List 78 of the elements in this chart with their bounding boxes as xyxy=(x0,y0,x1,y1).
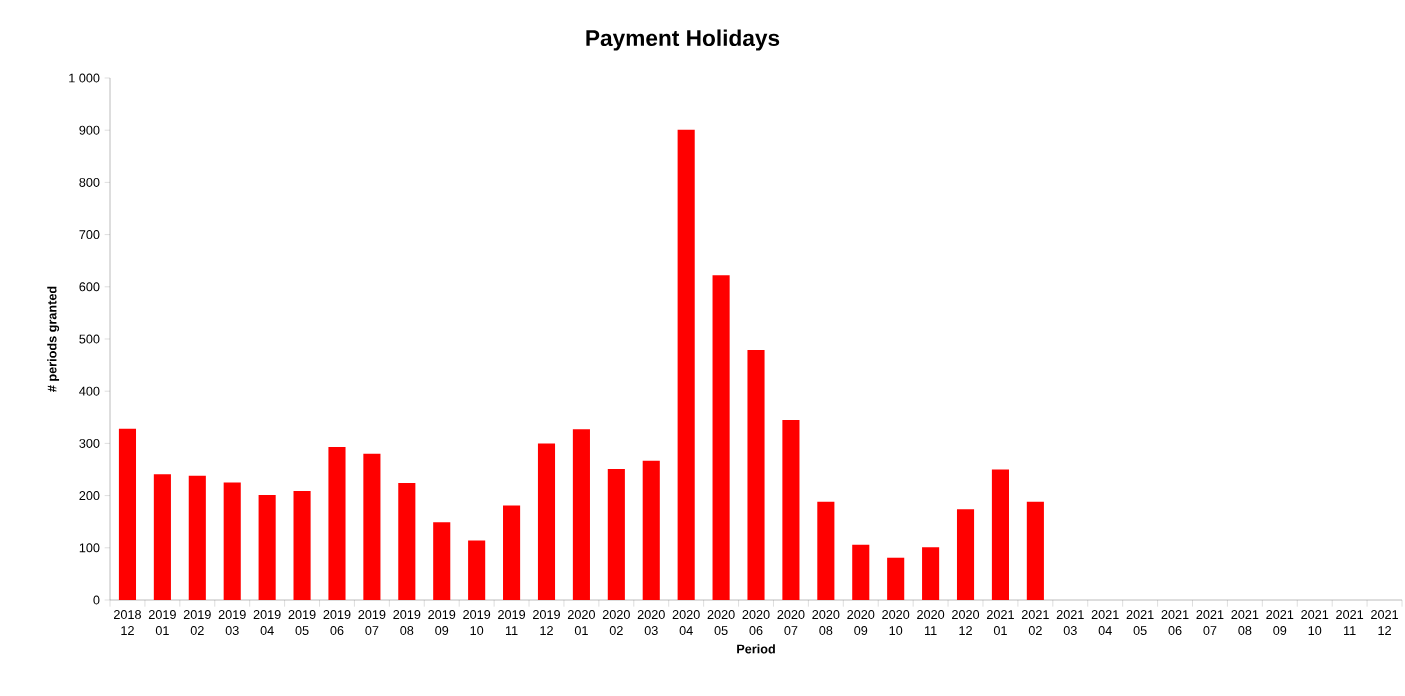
x-tick-label: 2019 02 xyxy=(183,610,211,636)
bar xyxy=(1026,501,1044,600)
chart-title: Payment Holidays xyxy=(586,29,780,51)
bar xyxy=(503,505,521,600)
bar xyxy=(328,447,346,600)
bar xyxy=(468,540,486,600)
x-tick-label: 2019 10 xyxy=(463,610,491,636)
x-tick-label: 2019 04 xyxy=(253,610,281,636)
x-tick-label: 2018 12 xyxy=(114,610,141,635)
bar xyxy=(887,557,905,600)
x-tick-label: 2020 08 xyxy=(812,610,840,636)
x-tick-label: 2019 12 xyxy=(533,610,560,635)
x-tick-label: 2021 04 xyxy=(1091,610,1119,636)
x-tick-label: 2021 05 xyxy=(1126,610,1154,636)
y-tick-label: 500 xyxy=(79,334,100,344)
bar xyxy=(433,522,451,600)
x-tick-label: 2020 04 xyxy=(672,610,700,636)
x-tick-label: 2021 03 xyxy=(1056,610,1084,636)
x-tick-label: 2021 09 xyxy=(1266,610,1294,636)
y-tick-label: 900 xyxy=(79,125,100,135)
x-tick-label: 2021 02 xyxy=(1021,610,1049,636)
bar xyxy=(188,475,206,600)
x-tick-label: 2020 12 xyxy=(952,610,980,635)
x-tick-label: 2021 01 xyxy=(986,610,1014,636)
bar xyxy=(223,482,241,600)
x-tick-label: 2021 10 xyxy=(1301,610,1329,636)
y-tick-label: 800 xyxy=(79,177,100,187)
y-tick-label: 0 xyxy=(93,595,100,605)
x-tick-label: 2020 11 xyxy=(917,610,945,635)
bar xyxy=(922,547,940,600)
y-tick-label: 600 xyxy=(79,282,100,292)
bar xyxy=(677,129,695,600)
x-tick-label: 2019 05 xyxy=(288,610,316,636)
x-tick-label: 2020 03 xyxy=(637,610,665,636)
y-tick-label: 400 xyxy=(79,386,100,396)
x-tick-label: 2021 11 xyxy=(1336,610,1364,635)
x-tick-label: 2021 06 xyxy=(1161,610,1189,636)
bar xyxy=(607,468,625,600)
x-tick-label: 2021 08 xyxy=(1231,610,1259,636)
bar xyxy=(153,474,171,600)
x-tick-label: 2020 02 xyxy=(602,610,630,636)
x-tick-label: 2019 03 xyxy=(218,610,246,636)
x-tick-label: 2019 07 xyxy=(358,610,386,636)
x-tick-label: 2019 09 xyxy=(428,610,456,636)
x-tick-label: 2019 08 xyxy=(393,610,421,636)
bar xyxy=(956,509,975,600)
bar xyxy=(817,501,835,600)
y-tick-label: 1 000 xyxy=(69,73,100,83)
x-tick-label: 2019 06 xyxy=(323,610,351,636)
bar xyxy=(572,429,590,600)
x-tick-label: 2021 12 xyxy=(1371,610,1399,635)
bar xyxy=(782,419,800,600)
bar xyxy=(991,469,1009,600)
y-tick-label: 100 xyxy=(79,543,100,553)
x-tick-label: 2019 01 xyxy=(148,610,176,636)
x-tick-label: 2020 05 xyxy=(707,610,735,636)
bar xyxy=(712,275,730,600)
y-tick-label: 300 xyxy=(79,438,100,448)
bar xyxy=(747,349,765,600)
bar xyxy=(852,544,870,600)
y-tick-label: 700 xyxy=(79,230,100,240)
bar xyxy=(642,460,660,600)
bar xyxy=(118,428,137,600)
x-axis-title: Period xyxy=(737,644,775,654)
x-tick-label: 2019 11 xyxy=(498,610,526,635)
bar xyxy=(398,483,416,600)
x-tick-label: 2020 10 xyxy=(882,610,910,636)
bar xyxy=(293,490,311,600)
x-tick-label: 2021 07 xyxy=(1196,610,1224,636)
x-tick-label: 2020 01 xyxy=(567,610,595,636)
x-tick-label: 2020 06 xyxy=(742,610,770,636)
bar xyxy=(363,453,381,600)
y-tick-label: 200 xyxy=(79,491,100,501)
x-tick-label: 2020 07 xyxy=(777,610,805,636)
bar xyxy=(258,495,276,600)
y-axis-title: # periods granted xyxy=(47,286,60,392)
x-tick-label: 2020 09 xyxy=(847,610,875,636)
bar xyxy=(537,443,556,600)
